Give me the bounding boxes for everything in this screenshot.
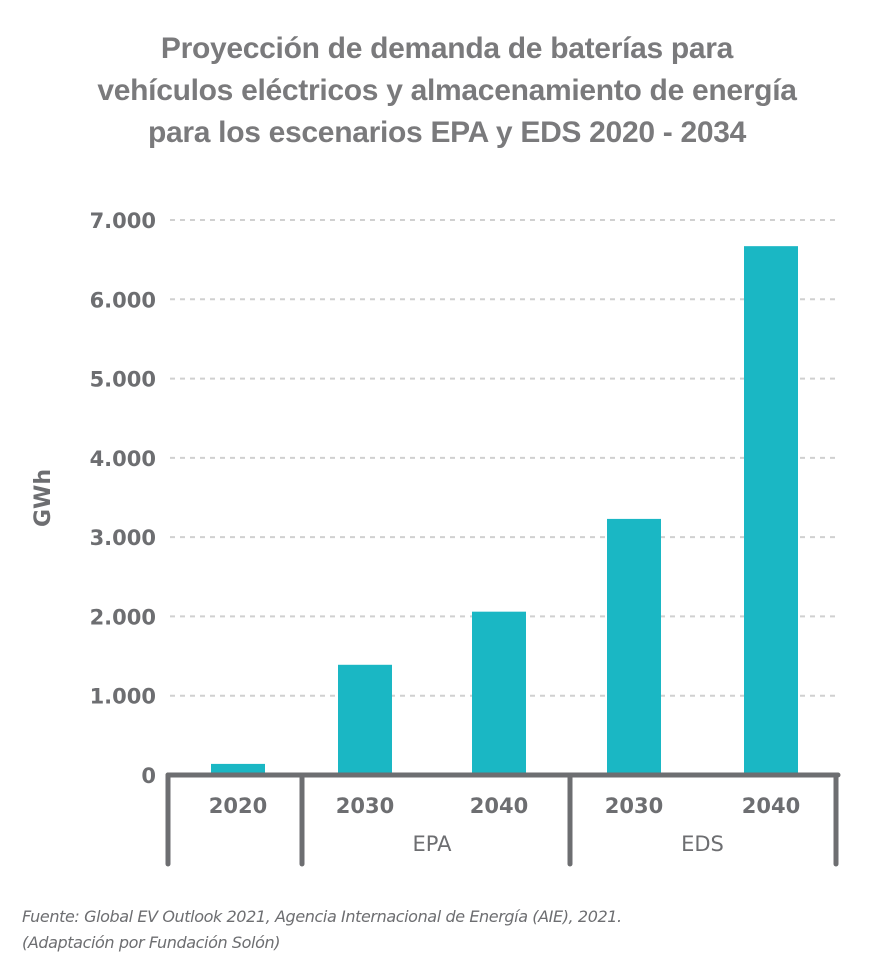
x-tick-label: 2030 <box>605 794 663 818</box>
chart-title: Proyección de demanda de baterías para v… <box>0 28 894 154</box>
bar <box>607 518 661 775</box>
y-tick-label: 6.000 <box>90 288 156 312</box>
x-tick-label: 2020 <box>209 794 267 818</box>
chart-title-line-1: Proyección de demanda de baterías para <box>160 32 734 65</box>
group-label: EPA <box>413 832 453 856</box>
x-tick-label: 2030 <box>336 794 394 818</box>
bar <box>472 611 526 775</box>
y-tick-label: 7.000 <box>90 209 156 233</box>
y-tick-label: 5.000 <box>90 368 156 392</box>
y-tick-label: 2.000 <box>90 605 156 629</box>
chart-title-line-3: para los escenarios EPA y EDS 2020 - 203… <box>147 116 747 149</box>
x-axis-groups: EPA EDS <box>413 832 724 856</box>
bar <box>338 664 392 775</box>
source-line-2: (Adaptación por Fundación Solón) <box>22 933 281 952</box>
source-line-1: Fuente: Global EV Outlook 2021, Agencia … <box>22 907 622 926</box>
x-tick-label: 2040 <box>470 794 528 818</box>
source-note: Fuente: Global EV Outlook 2021, Agencia … <box>22 904 622 956</box>
y-tick-label: 1.000 <box>90 685 156 709</box>
group-label: EDS <box>681 832 724 856</box>
y-axis-label: GWh <box>31 469 56 527</box>
x-axis-categories: 2020 2030 2040 2030 2040 <box>209 794 800 818</box>
bar <box>744 246 798 775</box>
y-tick-label: 0 <box>141 764 156 788</box>
chart-title-line-2: vehículos eléctricos y almacenamiento de… <box>97 74 797 107</box>
bar <box>211 763 265 775</box>
x-axis <box>165 772 841 867</box>
y-tick-label: 3.000 <box>90 526 156 550</box>
x-tick-label: 2040 <box>742 794 800 818</box>
gridlines <box>170 219 836 697</box>
y-tick-label: 4.000 <box>90 447 156 471</box>
bars <box>211 246 798 775</box>
y-axis-ticks: 0 1.000 2.000 3.000 4.000 5.000 6.000 7.000 <box>90 209 156 788</box>
